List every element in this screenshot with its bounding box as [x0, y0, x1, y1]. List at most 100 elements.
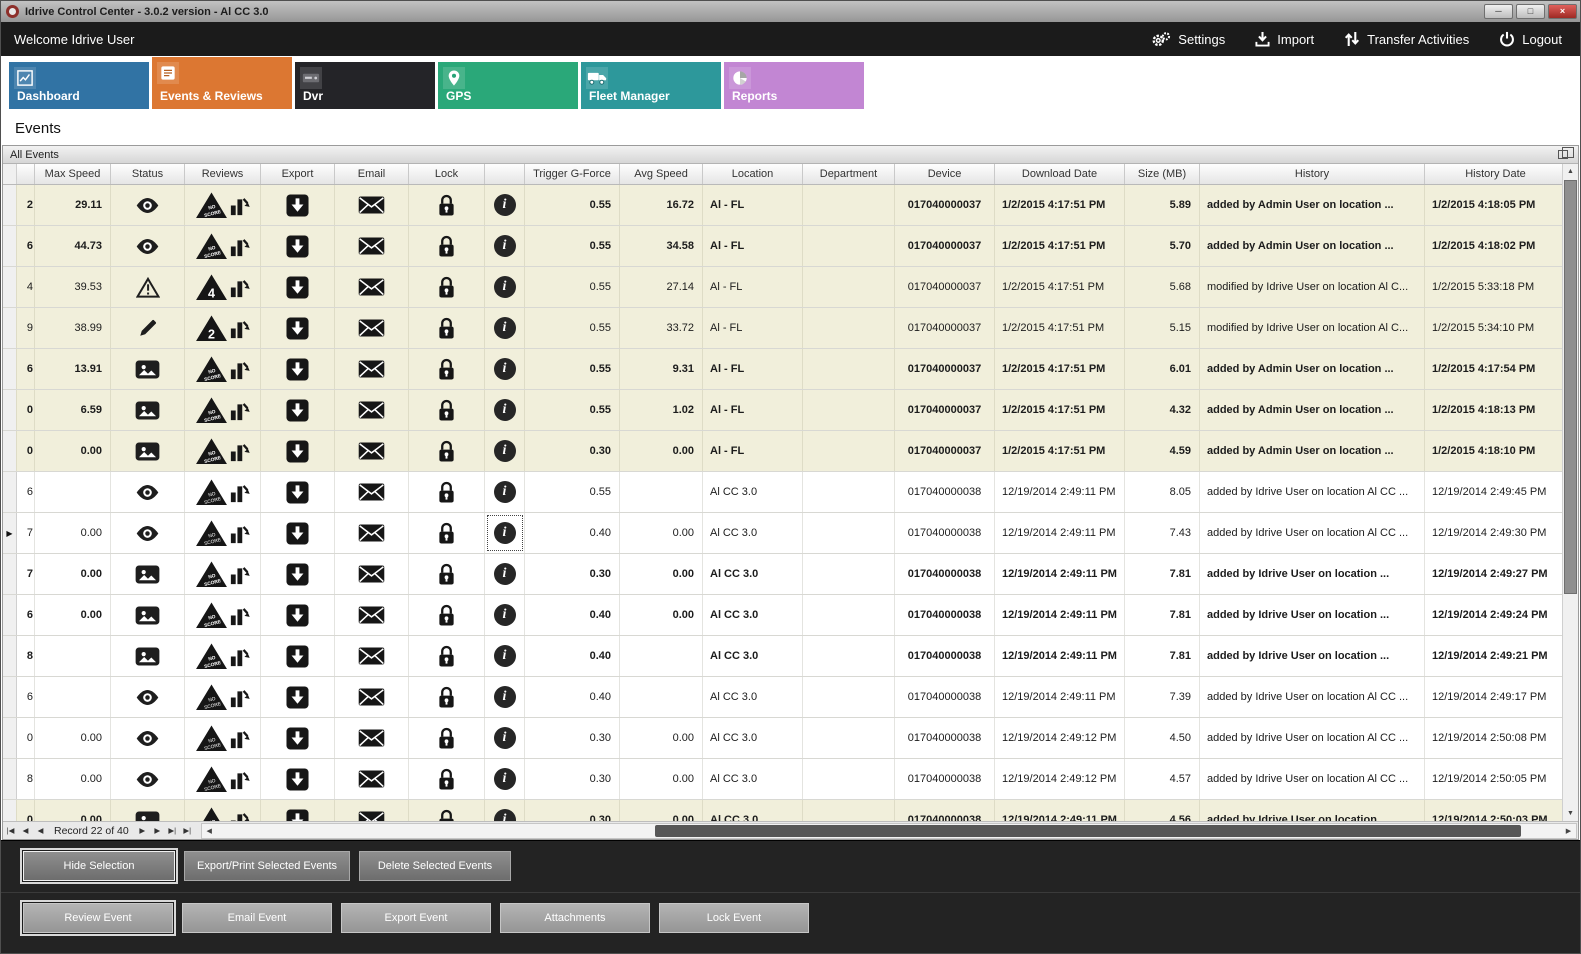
- cell-export[interactable]: [261, 595, 335, 635]
- column-header-history[interactable]: History: [1200, 164, 1425, 184]
- lock-padlock-icon[interactable]: [437, 562, 456, 586]
- export-download-icon[interactable]: [286, 234, 309, 258]
- review-event-button[interactable]: Review Event: [23, 903, 173, 933]
- table-row[interactable]: 6 44.73 NO SCORE i 0.55 34.58 Al - FL 0170400000…: [3, 226, 1562, 267]
- column-header-reviews[interactable]: Reviews: [185, 164, 261, 184]
- cell-status[interactable]: [111, 800, 185, 821]
- cell-info[interactable]: i: [485, 349, 525, 389]
- table-row[interactable]: 6 NO SCORE i 0.40 Al CC 3.0 017040000038 12/19/…: [3, 677, 1562, 718]
- cell-reviews[interactable]: 2: [185, 308, 261, 348]
- cell-export[interactable]: [261, 349, 335, 389]
- table-row[interactable]: ▶ 7 0.00 NO SCORE i 0.40 0.00 Al CC 3.0 017040000…: [3, 513, 1562, 554]
- cell-info[interactable]: i: [485, 595, 525, 635]
- row-selector-gutter[interactable]: [3, 472, 17, 512]
- cell-lock[interactable]: [409, 390, 485, 430]
- cell-lock[interactable]: [409, 718, 485, 758]
- cell-info[interactable]: i: [485, 390, 525, 430]
- cell-status[interactable]: [111, 636, 185, 676]
- cell-status[interactable]: [111, 513, 185, 553]
- export-print-selected-events-button[interactable]: Export/Print Selected Events: [184, 851, 351, 881]
- email-envelope-icon[interactable]: [358, 524, 385, 542]
- lock-padlock-icon[interactable]: [437, 193, 456, 217]
- table-row[interactable]: 0 6.59 NO SCORE i 0.55 1.02 Al - FL 017040000037…: [3, 390, 1562, 431]
- lock-padlock-icon[interactable]: [437, 808, 456, 821]
- cell-lock[interactable]: [409, 759, 485, 799]
- cell-status[interactable]: [111, 718, 185, 758]
- column-header-max-speed[interactable]: Max Speed: [35, 164, 111, 184]
- cell-lock[interactable]: [409, 308, 485, 348]
- cell-lock[interactable]: [409, 595, 485, 635]
- cell-status[interactable]: [111, 472, 185, 512]
- row-selector-gutter[interactable]: [3, 718, 17, 758]
- pager-next-page-button[interactable]: ▶: [154, 826, 161, 835]
- cell-export[interactable]: [261, 267, 335, 307]
- maximize-button[interactable]: □: [1516, 4, 1545, 19]
- cell-email[interactable]: [335, 554, 409, 594]
- export-download-icon[interactable]: [286, 275, 309, 299]
- tab-dashboard[interactable]: Dashboard: [9, 62, 149, 109]
- cell-export[interactable]: [261, 513, 335, 553]
- info-icon[interactable]: i: [493, 686, 516, 708]
- info-icon[interactable]: i: [493, 481, 516, 503]
- table-row[interactable]: 6 NO SCORE i 0.55 Al CC 3.0 017040000038 12/19/…: [3, 472, 1562, 513]
- row-selector-gutter[interactable]: [3, 308, 17, 348]
- cell-email[interactable]: [335, 636, 409, 676]
- row-selector-gutter[interactable]: [3, 267, 17, 307]
- lock-padlock-icon[interactable]: [437, 234, 456, 258]
- row-selector-gutter[interactable]: [3, 595, 17, 635]
- cell-export[interactable]: [261, 554, 335, 594]
- cell-lock[interactable]: [409, 349, 485, 389]
- table-row[interactable]: 9 38.99 2 i 0.55 33.72 Al - FL 017040000037 1/2/…: [3, 308, 1562, 349]
- column-header-email[interactable]: Email: [335, 164, 409, 184]
- email-envelope-icon[interactable]: [358, 237, 385, 255]
- export-download-icon[interactable]: [286, 193, 309, 217]
- cell-lock[interactable]: [409, 431, 485, 471]
- cell-email[interactable]: [335, 226, 409, 266]
- horizontal-scrollbar[interactable]: ◀ ▶: [200, 822, 1577, 839]
- export-download-icon[interactable]: [286, 439, 309, 463]
- column-header-avg-speed[interactable]: Avg Speed: [620, 164, 703, 184]
- cell-status[interactable]: [111, 267, 185, 307]
- vertical-scrollbar-thumb[interactable]: [1564, 180, 1577, 594]
- export-download-icon[interactable]: [286, 480, 309, 504]
- info-icon[interactable]: i: [493, 235, 516, 257]
- table-row[interactable]: 6 13.91 NO SCORE i 0.55 9.31 Al - FL 01704000003…: [3, 349, 1562, 390]
- export-download-icon[interactable]: [286, 644, 309, 668]
- pager-prev-page-button[interactable]: ◀: [22, 826, 29, 835]
- cell-export[interactable]: [261, 308, 335, 348]
- table-row[interactable]: 0 0.00 NO SCORE i 0.30 0.00 Al - FL 017040000037…: [3, 431, 1562, 472]
- cell-status[interactable]: [111, 677, 185, 717]
- email-envelope-icon[interactable]: [358, 811, 385, 821]
- import-button[interactable]: Import: [1255, 31, 1314, 47]
- table-row[interactable]: 8 NO SCORE i 0.40 Al CC 3.0 017040000038 12/19/…: [3, 636, 1562, 677]
- cell-lock[interactable]: [409, 185, 485, 225]
- pager-end-button[interactable]: ▶|: [183, 826, 192, 835]
- email-envelope-icon[interactable]: [358, 483, 385, 501]
- transfer-activities-button[interactable]: Transfer Activities: [1344, 31, 1469, 47]
- column-header-size-mb[interactable]: Size (MB): [1125, 164, 1200, 184]
- cell-info[interactable]: i: [485, 308, 525, 348]
- scroll-up-arrow-icon[interactable]: ▲: [1567, 168, 1574, 175]
- cell-email[interactable]: [335, 349, 409, 389]
- lock-padlock-icon[interactable]: [437, 275, 456, 299]
- tab-events-reviews[interactable]: Events & Reviews: [152, 57, 292, 109]
- cell-info[interactable]: i: [485, 677, 525, 717]
- email-envelope-icon[interactable]: [358, 688, 385, 706]
- column-header-export[interactable]: Export: [261, 164, 335, 184]
- cell-email[interactable]: [335, 185, 409, 225]
- info-icon[interactable]: i: [493, 645, 516, 667]
- column-header-status[interactable]: Status: [111, 164, 185, 184]
- cell-reviews[interactable]: 4: [185, 267, 261, 307]
- pager-next-button[interactable]: ▶: [139, 826, 146, 835]
- email-event-button[interactable]: Email Event: [182, 903, 332, 933]
- cell-status[interactable]: [111, 595, 185, 635]
- cell-lock[interactable]: [409, 513, 485, 553]
- table-row[interactable]: 8 0.00 NO SCORE i 0.30 0.00 Al CC 3.0 0170400000…: [3, 759, 1562, 800]
